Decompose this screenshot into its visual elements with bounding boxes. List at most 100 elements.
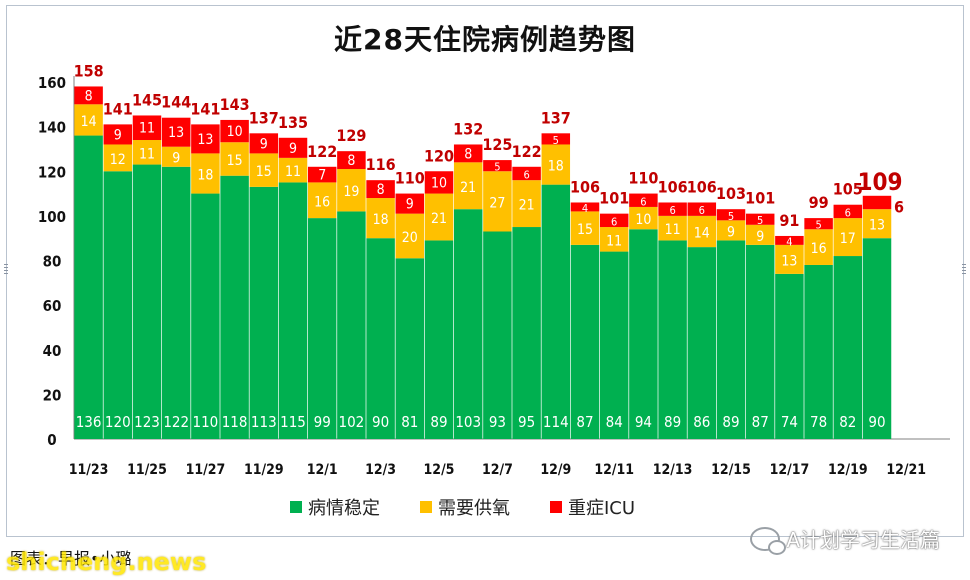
data-label-stable: 86 xyxy=(693,413,710,431)
data-label-icu: 9 xyxy=(289,141,297,157)
data-label-oxygen: 11 xyxy=(606,233,622,249)
y-tick-label: 160 xyxy=(38,74,66,92)
bar-segment-icu xyxy=(395,193,425,214)
data-label-icu: 6 xyxy=(845,206,851,219)
bar-segment-icu xyxy=(278,137,308,158)
data-label-total: 143 xyxy=(220,95,250,114)
legend-label-oxygen: 需要供氧 xyxy=(438,498,510,519)
data-label-total: 106 xyxy=(570,177,600,196)
bar-segment-oxygen xyxy=(161,146,191,167)
bar-segment-icu xyxy=(103,124,133,145)
bar-segment-stable xyxy=(366,238,395,439)
bar-segment-stable xyxy=(658,240,687,439)
data-label-total: 109 xyxy=(857,168,902,196)
bar-segment-icu xyxy=(132,115,162,141)
bar-segment-icu xyxy=(599,213,629,228)
bar-segment-icu xyxy=(220,119,249,143)
data-label-oxygen: 13 xyxy=(781,253,797,269)
data-label-total: 141 xyxy=(103,99,133,118)
data-label-stable: 93 xyxy=(489,413,506,431)
bar-segment-stable xyxy=(307,218,337,439)
bar-segment-oxygen xyxy=(278,157,308,183)
legend-swatch-oxygen xyxy=(420,501,432,513)
y-tick-label: 60 xyxy=(43,297,62,315)
bar-segment-stable xyxy=(74,135,103,440)
bar-segment-stable xyxy=(191,193,220,439)
data-label-total: 141 xyxy=(190,99,220,118)
legend-label-stable: 病情稳定 xyxy=(308,498,380,519)
legend-swatch-stable xyxy=(290,501,302,513)
bar-segment-icu xyxy=(629,193,658,207)
data-label-oxygen: 11 xyxy=(285,164,301,180)
bar-segment-icu xyxy=(161,117,191,147)
bar-segment-stable xyxy=(775,273,804,439)
bar-segment-stable xyxy=(424,240,454,439)
x-tick-label: 12/11 xyxy=(594,462,634,478)
bar-segment-stable xyxy=(512,227,541,439)
bar-segment-oxygen xyxy=(424,193,454,241)
bar-segment-oxygen xyxy=(132,140,162,165)
bar-segment-icu xyxy=(687,202,717,216)
bar-segment-stable xyxy=(483,231,512,439)
bar-segment-stable xyxy=(220,175,249,439)
bar-segment-icu xyxy=(804,218,833,230)
data-label-stable: 122 xyxy=(163,413,189,431)
bar-segment-oxygen xyxy=(599,227,629,252)
data-label-icu: 7 xyxy=(318,168,326,184)
bar-segment-oxygen xyxy=(249,153,279,187)
bar-segment-oxygen xyxy=(833,218,863,257)
data-label-icu: 9 xyxy=(114,127,122,143)
x-tick-label: 12/21 xyxy=(886,462,926,478)
data-label-oxygen: 14 xyxy=(694,225,710,241)
data-label-total: 106 xyxy=(658,177,688,196)
x-tick-label: 12/9 xyxy=(540,462,571,478)
data-label-stable: 99 xyxy=(314,413,331,431)
data-label-stable: 102 xyxy=(339,413,365,431)
bar-segment-stable xyxy=(833,256,863,439)
bar-segment-icu xyxy=(862,195,892,210)
data-label-oxygen: 9 xyxy=(756,229,764,245)
data-label-total: 110 xyxy=(395,169,425,188)
x-tick-label: 12/13 xyxy=(653,462,693,478)
data-label-total: 101 xyxy=(745,189,775,208)
data-label-oxygen: 15 xyxy=(577,222,593,238)
data-label-stable: 84 xyxy=(606,413,623,431)
data-label-stable: 90 xyxy=(372,413,389,431)
data-label-stable: 120 xyxy=(105,413,131,431)
data-label-total: 129 xyxy=(336,126,366,145)
data-label-total: 135 xyxy=(278,113,308,132)
bar-segment-oxygen xyxy=(512,180,541,228)
data-label-total: 122 xyxy=(307,142,337,161)
data-label-oxygen: 18 xyxy=(197,167,213,183)
resize-handle-left[interactable] xyxy=(4,264,8,274)
x-tick-label: 12/1 xyxy=(307,462,338,478)
data-label-icu: 10 xyxy=(431,175,447,191)
data-label-icu: 6 xyxy=(699,204,705,217)
bar-segment-oxygen xyxy=(220,142,249,176)
data-label-oxygen: 21 xyxy=(460,180,476,196)
bar-segment-icu xyxy=(775,235,804,245)
data-label-oxygen: 21 xyxy=(519,198,535,214)
x-tick-label: 11/27 xyxy=(186,462,226,478)
data-label-icu: 8 xyxy=(85,88,93,104)
data-label-icu: 8 xyxy=(377,182,385,198)
bar-segment-icu xyxy=(483,160,512,172)
bar-segment-oxygen xyxy=(191,153,220,194)
resize-handle-right[interactable] xyxy=(962,264,966,274)
data-label-oxygen: 15 xyxy=(227,153,243,169)
data-label-stable: 118 xyxy=(222,413,248,431)
bar-segment-stable xyxy=(745,244,775,439)
bar-segment-stable xyxy=(278,182,308,439)
bar-segment-stable xyxy=(599,251,629,439)
x-tick-label: 12/15 xyxy=(711,462,751,478)
x-tick-label: 12/7 xyxy=(482,462,513,478)
bar-segment-oxygen xyxy=(804,229,833,265)
bar-segment-oxygen xyxy=(775,244,804,274)
data-label-stable: 114 xyxy=(543,413,569,431)
bar-segment-icu xyxy=(570,202,600,212)
data-label-stable: 87 xyxy=(752,413,769,431)
bar-segment-icu xyxy=(716,209,746,221)
data-label-oxygen: 19 xyxy=(343,184,359,200)
data-label-oxygen: 18 xyxy=(373,212,389,228)
y-tick-label: 120 xyxy=(38,163,66,181)
